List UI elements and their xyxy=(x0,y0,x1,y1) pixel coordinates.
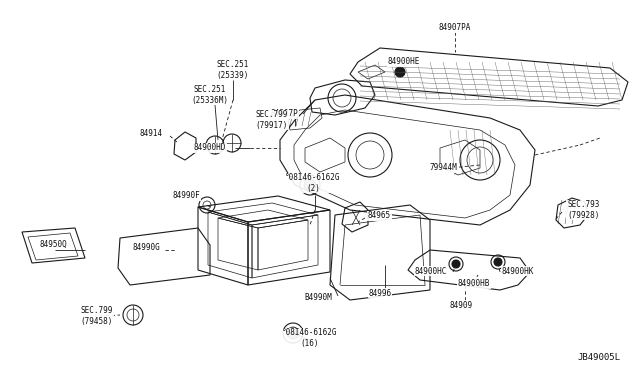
Text: SEC.251
(25339): SEC.251 (25339) xyxy=(217,60,249,80)
Text: °08I46-6162G
(16): °08I46-6162G (16) xyxy=(282,328,338,348)
Text: 84900HE: 84900HE xyxy=(388,58,420,67)
Text: JB49005L: JB49005L xyxy=(577,353,620,362)
Text: 84907P: 84907P xyxy=(270,109,298,119)
Text: SEC.799
(79917): SEC.799 (79917) xyxy=(255,110,288,130)
Text: B4990M: B4990M xyxy=(304,294,332,302)
Text: SEC.799
(79458): SEC.799 (79458) xyxy=(81,306,113,326)
Text: 84990F: 84990F xyxy=(172,192,200,201)
Text: 79944M: 79944M xyxy=(430,164,458,173)
Text: 84900HK: 84900HK xyxy=(502,266,534,276)
Text: 84907PA: 84907PA xyxy=(439,23,471,32)
Text: 84914: 84914 xyxy=(140,128,163,138)
Text: SEC.793
(79928): SEC.793 (79928) xyxy=(567,200,600,220)
Text: 84996: 84996 xyxy=(369,289,392,298)
Text: 84990G: 84990G xyxy=(132,244,160,253)
Text: 84900HB: 84900HB xyxy=(458,279,490,289)
Text: °08I46-6162G
(2): °08I46-6162G (2) xyxy=(285,173,340,193)
Circle shape xyxy=(494,258,502,266)
Circle shape xyxy=(304,179,316,191)
Text: 84900HC: 84900HC xyxy=(415,266,447,276)
Circle shape xyxy=(452,260,460,268)
Text: 84900HD: 84900HD xyxy=(194,144,226,153)
Text: 84950Q: 84950Q xyxy=(39,240,67,248)
Circle shape xyxy=(395,67,405,77)
Text: SEC.251
(25336M): SEC.251 (25336M) xyxy=(191,85,228,105)
Circle shape xyxy=(287,327,299,339)
Text: 84965: 84965 xyxy=(368,212,391,221)
Text: 84909: 84909 xyxy=(449,301,472,310)
